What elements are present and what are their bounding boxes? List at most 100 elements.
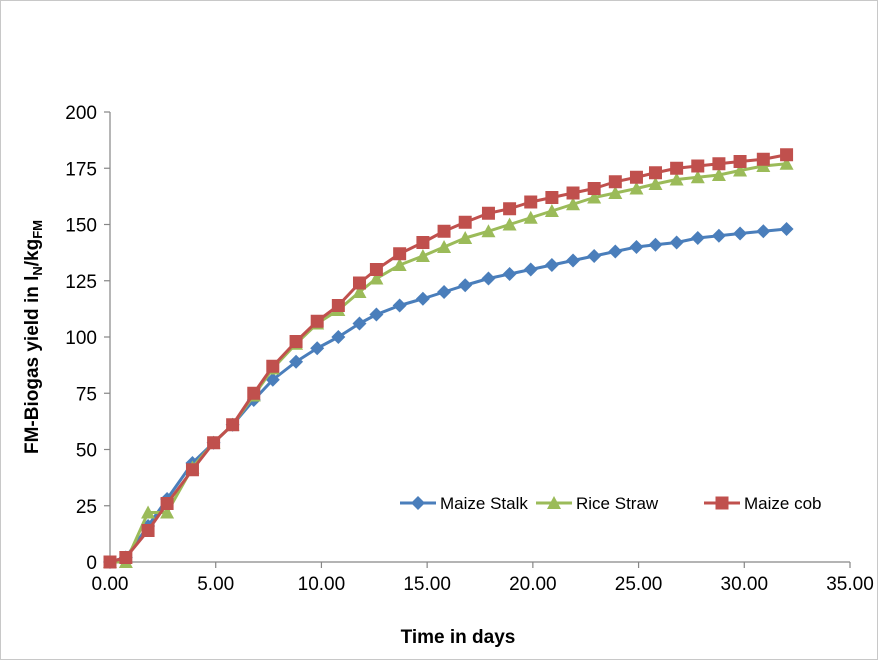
y-tick-label: 75 — [76, 384, 97, 405]
data-point-maize-cob — [393, 247, 407, 261]
legend-label: Maize cob — [744, 494, 821, 513]
data-point-maize-cob — [481, 206, 495, 220]
data-point-rice-straw — [352, 285, 367, 298]
x-axis-title: Time in days — [401, 627, 516, 648]
y-tick-label: 125 — [65, 272, 97, 293]
data-point-maize-stalk — [437, 285, 452, 299]
data-point-rice-straw — [779, 156, 794, 170]
data-point-maize-stalk — [352, 316, 367, 331]
data-point-maize-stalk — [392, 298, 407, 313]
data-point-rice-straw — [437, 240, 452, 253]
y-axis-title-mid: /kg — [22, 239, 43, 266]
y-tick-label: 150 — [65, 216, 97, 237]
legend-item-maize-stalk: Maize Stalk — [400, 494, 528, 513]
data-point-maize-cob — [608, 175, 622, 189]
x-tick-label: 0.00 — [92, 574, 129, 595]
data-point-maize-cob — [437, 224, 451, 238]
data-point-maize-cob — [566, 186, 580, 200]
data-point-maize-cob — [207, 436, 221, 450]
data-point-maize-cob — [119, 551, 133, 564]
data-point-maize-cob — [247, 386, 261, 400]
data-point-maize-cob — [141, 524, 155, 537]
data-point-maize-cob — [352, 276, 366, 290]
x-tick-label: 5.00 — [197, 574, 234, 595]
data-point-maize-cob — [331, 299, 345, 312]
data-point-rice-straw — [369, 271, 384, 285]
legend-label: Maize Stalk — [440, 494, 528, 513]
x-tick-label: 25.00 — [615, 574, 663, 595]
data-point-rice-straw — [648, 177, 663, 190]
data-point-maize-cob — [103, 555, 117, 569]
data-point-maize-cob — [629, 170, 643, 184]
data-point-rice-straw — [669, 172, 684, 186]
series-layer — [103, 148, 794, 569]
data-point-rice-straw — [502, 217, 517, 231]
data-point-maize-stalk — [544, 258, 559, 272]
y-tick-label: 25 — [76, 497, 97, 518]
legend-marker — [411, 496, 425, 510]
data-point-rice-straw — [566, 197, 581, 211]
data-point-maize-cob — [266, 359, 280, 373]
data-point-maize-stalk — [669, 235, 684, 250]
data-point-maize-stalk — [690, 231, 705, 245]
data-point-maize-stalk — [458, 278, 473, 293]
y-tick-label: 200 — [65, 103, 97, 124]
data-point-maize-stalk — [265, 372, 280, 387]
data-point-rice-straw — [711, 168, 726, 181]
data-point-maize-stalk — [289, 354, 304, 369]
data-point-maize-cob — [733, 155, 747, 168]
data-point-rice-straw — [160, 505, 175, 519]
data-point-maize-stalk — [331, 330, 346, 344]
data-point-maize-cob — [524, 195, 538, 209]
data-point-maize-stalk — [711, 228, 726, 243]
data-point-rice-straw — [733, 163, 748, 177]
data-point-maize-cob — [587, 182, 601, 195]
data-point-maize-stalk — [415, 291, 430, 306]
data-point-maize-stalk — [779, 222, 794, 236]
data-point-maize-stalk — [566, 253, 581, 268]
y-tick-label: 50 — [76, 441, 97, 462]
data-point-maize-cob — [648, 166, 662, 180]
x-tick-label: 20.00 — [509, 574, 557, 595]
y-tick-group: 0 25 50 75 100 125 150 175 200 — [65, 103, 110, 574]
data-point-maize-cob — [160, 497, 174, 510]
data-point-rice-straw — [481, 224, 496, 238]
x-tick-label: 15.00 — [403, 574, 451, 595]
y-tick-label: 0 — [86, 553, 97, 574]
data-point-maize-stalk — [608, 244, 623, 259]
legend-item-maize-cob: Maize cob — [704, 494, 821, 513]
series-maize-stalk — [103, 222, 794, 569]
data-point-rice-straw — [629, 181, 644, 195]
data-point-rice-straw — [587, 190, 602, 204]
data-point-maize-cob — [670, 161, 684, 175]
data-point-maize-cob — [369, 263, 383, 276]
data-point-maize-cob — [226, 418, 240, 432]
data-point-maize-cob — [458, 215, 472, 229]
legend: Maize Stalk Rice Straw Maize cob — [400, 494, 821, 513]
data-point-maize-stalk — [629, 240, 644, 254]
y-tick-label: 100 — [65, 328, 97, 349]
data-point-rice-straw — [608, 186, 623, 199]
data-point-maize-stalk — [756, 224, 771, 239]
data-point-maize-cob — [780, 148, 794, 162]
data-point-maize-stalk — [310, 341, 325, 356]
data-point-maize-cob — [289, 335, 303, 348]
data-point-maize-cob — [691, 159, 705, 173]
y-axis-title-sub-n: N — [30, 266, 45, 275]
data-point-maize-cob — [416, 236, 430, 249]
data-point-rice-straw — [690, 170, 705, 184]
y-axis-title: FM-Biogas yield in lN/kgFM — [22, 220, 45, 454]
data-point-rice-straw — [415, 249, 430, 262]
data-point-rice-straw — [392, 258, 407, 271]
y-axis-title-main: FM-Biogas yield in l — [22, 276, 43, 454]
data-point-maize-stalk — [523, 262, 538, 277]
data-point-maize-stalk — [587, 249, 602, 263]
data-point-maize-stalk — [502, 267, 517, 281]
data-point-maize-cob — [712, 157, 726, 171]
x-tick-label: 10.00 — [298, 574, 346, 595]
data-point-rice-straw — [544, 204, 559, 217]
data-point-rice-straw — [523, 210, 538, 224]
x-tick-label: 30.00 — [721, 574, 769, 595]
data-point-maize-stalk — [369, 307, 384, 322]
